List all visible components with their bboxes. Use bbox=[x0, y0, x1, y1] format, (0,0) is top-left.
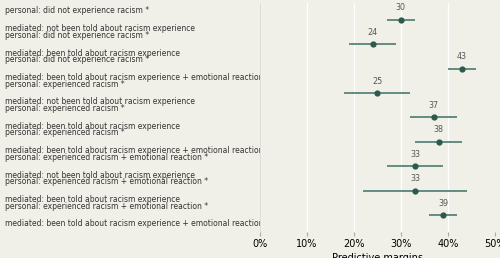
Text: personal: experienced racism *: personal: experienced racism * bbox=[5, 79, 124, 88]
Text: personal: experienced racism *: personal: experienced racism * bbox=[5, 104, 124, 113]
Text: mediated: been told about racism experience: mediated: been told about racism experie… bbox=[5, 122, 180, 131]
Text: 25: 25 bbox=[372, 77, 382, 86]
Text: personal: experienced racism *: personal: experienced racism * bbox=[5, 128, 124, 138]
Text: personal: did not experience racism *: personal: did not experience racism * bbox=[5, 6, 149, 15]
Text: mediated: not been told about racism experience: mediated: not been told about racism exp… bbox=[5, 24, 195, 33]
Text: 39: 39 bbox=[438, 199, 448, 208]
Text: mediated: been told about racism experience + emotional reaction: mediated: been told about racism experie… bbox=[5, 146, 264, 155]
Text: mediated: been told about racism experience + emotional reaction: mediated: been told about racism experie… bbox=[5, 73, 264, 82]
Text: 37: 37 bbox=[429, 101, 439, 110]
Text: mediated: not been told about racism experience: mediated: not been told about racism exp… bbox=[5, 97, 195, 106]
Text: personal: did not experience racism *: personal: did not experience racism * bbox=[5, 31, 149, 40]
Text: 33: 33 bbox=[410, 150, 420, 159]
Text: 30: 30 bbox=[396, 3, 406, 12]
Text: mediated: been told about racism experience: mediated: been told about racism experie… bbox=[5, 195, 180, 204]
Text: 33: 33 bbox=[410, 174, 420, 183]
Text: 38: 38 bbox=[434, 125, 444, 134]
Text: 43: 43 bbox=[457, 52, 467, 61]
Text: personal: experienced racism + emotional reaction *: personal: experienced racism + emotional… bbox=[5, 153, 208, 162]
Text: personal: did not experience racism *: personal: did not experience racism * bbox=[5, 55, 149, 64]
Text: mediated: been told about racism experience: mediated: been told about racism experie… bbox=[5, 49, 180, 58]
X-axis label: Predictive margins: Predictive margins bbox=[332, 253, 423, 258]
Text: personal: experienced racism + emotional reaction *: personal: experienced racism + emotional… bbox=[5, 177, 208, 186]
Text: mediated: not been told about racism experience: mediated: not been told about racism exp… bbox=[5, 171, 195, 180]
Text: mediated: been told about racism experience + emotional reaction: mediated: been told about racism experie… bbox=[5, 220, 264, 229]
Text: personal: experienced racism + emotional reaction *: personal: experienced racism + emotional… bbox=[5, 202, 208, 211]
Text: 24: 24 bbox=[368, 28, 378, 37]
